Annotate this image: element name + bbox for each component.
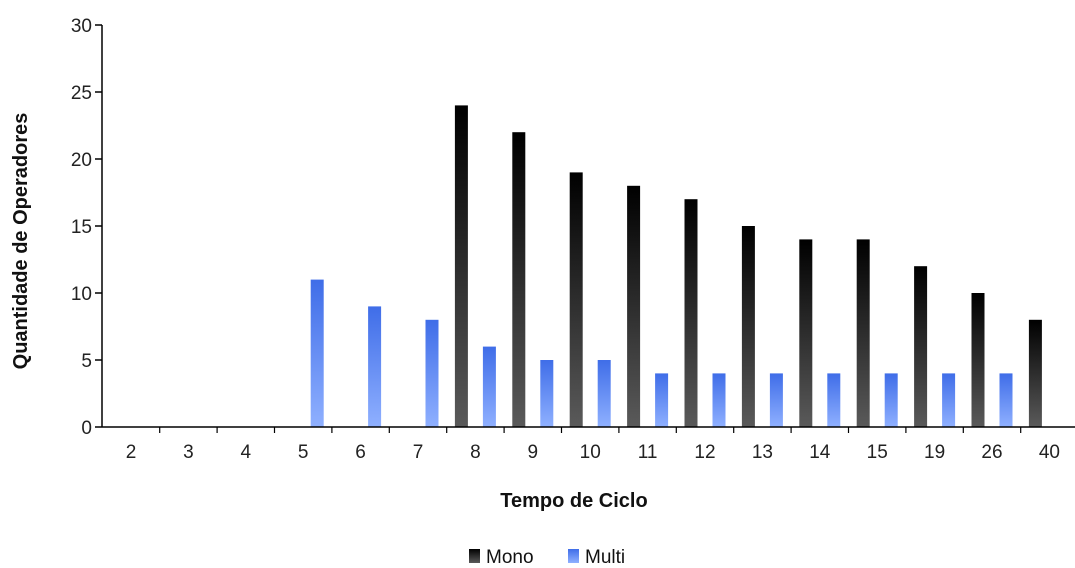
legend-label-mono: Mono <box>486 547 534 568</box>
bar-mono-14 <box>799 239 813 427</box>
x-tick-label: 40 <box>1039 442 1060 463</box>
bar-mono-13 <box>741 226 755 427</box>
x-axis-title: Tempo de Ciclo <box>500 490 647 512</box>
x-tick-label: 9 <box>528 442 539 463</box>
legend: Mono Multi <box>469 547 625 568</box>
x-tick-label: 11 <box>638 442 658 463</box>
bar-multi-10 <box>597 360 611 427</box>
x-tick-label: 12 <box>694 442 715 463</box>
y-tick-label: 15 <box>71 217 92 238</box>
bar-multi-6 <box>368 306 382 427</box>
bar-mono-10 <box>569 172 583 427</box>
bar-mono-9 <box>512 132 526 427</box>
bar-multi-12 <box>712 373 726 427</box>
x-tick-label: 26 <box>981 442 1002 463</box>
y-tick-label: 30 <box>71 16 92 37</box>
legend-swatch-multi <box>568 549 579 563</box>
bar-mono-12 <box>684 199 698 427</box>
bar-multi-26 <box>999 373 1013 427</box>
x-tick-label: 10 <box>580 442 601 463</box>
x-tick-label: 8 <box>470 442 481 463</box>
bar-multi-15 <box>884 373 898 427</box>
bar-mono-15 <box>856 239 870 427</box>
x-tick-label: 14 <box>809 442 831 463</box>
bar-mono-26 <box>971 293 985 427</box>
y-tick-label: 5 <box>81 351 92 372</box>
x-tick-label: 3 <box>183 442 194 463</box>
x-axis-ticks: 2 3 4 5 6 7 8 9 10 11 12 13 14 15 19 26 40 <box>126 427 1060 463</box>
x-tick-label: 7 <box>413 442 424 463</box>
bars <box>310 105 1042 428</box>
bar-multi-7 <box>425 319 439 427</box>
bar-multi-11 <box>655 373 669 427</box>
y-tick-label: 20 <box>71 150 92 171</box>
bar-multi-8 <box>482 346 496 427</box>
y-axis-title: Quantidade de Operadores <box>10 113 32 370</box>
bar-mono-8 <box>454 105 468 428</box>
y-tick-label: 10 <box>71 284 92 305</box>
bar-multi-9 <box>540 360 554 427</box>
x-tick-label: 2 <box>126 442 137 463</box>
x-tick-label: 15 <box>867 442 888 463</box>
x-tick-label: 13 <box>752 442 773 463</box>
bar-mono-40 <box>1028 319 1042 427</box>
bar-mono-11 <box>627 185 641 427</box>
x-tick-label: 19 <box>924 442 945 463</box>
y-tick-label: 25 <box>71 83 92 104</box>
y-tick-label: 0 <box>81 418 92 439</box>
y-axis-ticks: 0 5 10 15 20 25 30 <box>71 16 102 439</box>
x-tick-label: 6 <box>355 442 366 463</box>
x-tick-label: 4 <box>241 442 252 463</box>
bar-multi-5 <box>310 279 324 427</box>
bar-multi-19 <box>942 373 956 427</box>
bar-multi-14 <box>827 373 841 427</box>
legend-label-multi: Multi <box>585 547 625 568</box>
bar-multi-13 <box>769 373 783 427</box>
bar-mono-19 <box>914 266 928 427</box>
legend-swatch-mono <box>469 549 480 563</box>
x-tick-label: 5 <box>298 442 309 463</box>
